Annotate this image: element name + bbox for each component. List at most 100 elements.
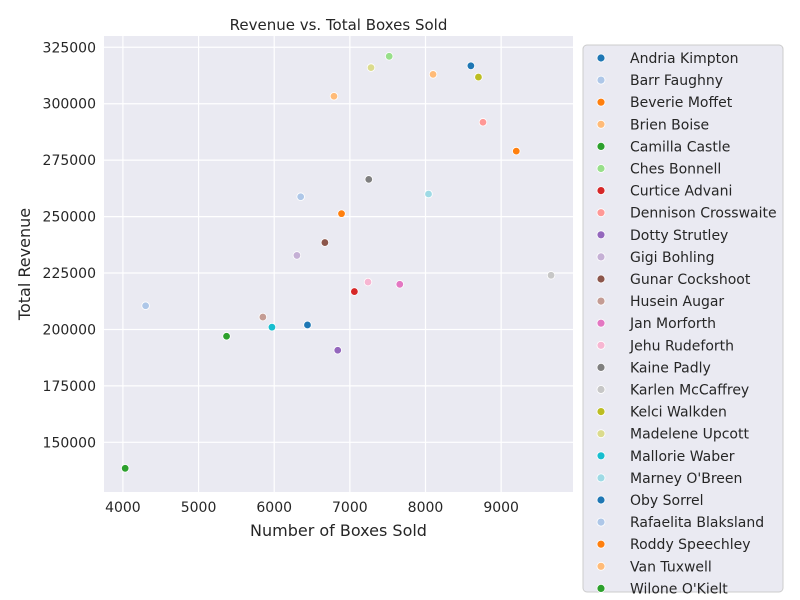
data-point: [333, 346, 342, 355]
legend-marker: [596, 584, 606, 593]
data-point: [478, 118, 488, 127]
legend-label: Curtice Advani: [630, 184, 732, 200]
data-point: [296, 192, 305, 201]
y-tick-label: 325000: [43, 40, 96, 56]
y-tick-label: 150000: [43, 435, 96, 451]
data-point: [329, 92, 339, 101]
legend-label: Ches Bonnell: [630, 162, 721, 178]
legend-label: Kelci Walkden: [630, 405, 727, 421]
legend-label: Kaine Padly: [630, 360, 711, 376]
y-tick-labels: 150000 175000 200000 225000 250000 275000 3000…: [43, 40, 96, 451]
legend-marker: [596, 186, 606, 196]
legend-marker: [596, 252, 606, 262]
legend-marker: [596, 539, 606, 549]
legend-label: Andria Kimpton: [630, 51, 739, 67]
data-point: [424, 189, 433, 199]
legend-label: Roddy Speechley: [630, 537, 751, 553]
legend-label: Marney O'Breen: [630, 471, 742, 487]
legend-label: Barr Faughny: [630, 73, 723, 89]
legend-marker: [596, 97, 606, 107]
data-point: [141, 301, 150, 310]
legend-items: Andria Kimpton Barr Faughny Beverie Moffet…: [596, 51, 777, 597]
legend-label: Dennison Crosswaite: [630, 206, 777, 222]
x-axis-title: Number of Boxes Sold: [250, 521, 427, 540]
legend-label: Camilla Castle: [630, 139, 730, 155]
legend: Andria Kimpton Barr Faughny Beverie Moffet…: [582, 44, 784, 597]
legend-box: [582, 44, 784, 593]
legend-marker: [596, 385, 606, 394]
legend-marker: [596, 473, 606, 483]
data-points: [120, 52, 556, 473]
y-tick-label: 200000: [43, 322, 96, 338]
data-point: [120, 464, 130, 473]
legend-label: Wilone O'Kielt: [630, 581, 728, 597]
data-point: [512, 146, 521, 156]
legend-marker: [596, 230, 606, 240]
plot-area: [104, 36, 573, 492]
y-tick-label: 225000: [43, 266, 96, 282]
data-point: [428, 70, 438, 79]
legend-marker: [596, 517, 606, 527]
data-point: [292, 251, 302, 260]
legend-marker: [596, 495, 606, 505]
legend-label: Mallorie Waber: [630, 449, 735, 465]
x-tick-label: 6000: [256, 500, 292, 516]
legend-label: Brien Boise: [630, 117, 709, 133]
legend-label: Husein Augar: [630, 294, 724, 310]
legend-marker: [596, 362, 606, 372]
legend-label: Jan Morforth: [629, 316, 716, 332]
legend-marker: [596, 407, 606, 417]
x-tick-label: 5000: [181, 500, 217, 516]
legend-label: Gunar Cockshoot: [630, 272, 751, 288]
data-point: [337, 209, 346, 218]
legend-label: Beverie Moffet: [630, 95, 733, 111]
data-point: [303, 320, 312, 330]
data-point: [267, 323, 277, 332]
data-point: [364, 175, 373, 184]
y-tick-label: 300000: [43, 97, 96, 113]
data-point: [384, 52, 394, 61]
data-point: [350, 287, 359, 296]
legend-label: Dotty Strutley: [630, 228, 728, 244]
data-point: [258, 312, 268, 322]
legend-marker: [596, 208, 606, 218]
legend-marker: [596, 451, 606, 461]
legend-marker: [596, 340, 606, 350]
x-tick-label: 9000: [483, 500, 519, 516]
legend-label: Rafaelita Blaksland: [630, 515, 764, 531]
y-tick-label: 275000: [43, 153, 96, 169]
data-point: [363, 277, 373, 287]
data-point: [466, 61, 476, 70]
legend-label: Van Tuxwell: [630, 559, 712, 575]
legend-label: Oby Sorrel: [630, 493, 704, 509]
data-point: [395, 280, 404, 289]
legend-marker: [596, 561, 606, 571]
x-tick-label: 4000: [105, 500, 141, 516]
legend-label: Madelene Upcott: [630, 427, 749, 443]
legend-label: Gigi Bohling: [630, 250, 715, 266]
chart-title: Revenue vs. Total Boxes Sold: [230, 16, 448, 34]
legend-marker: [596, 164, 606, 173]
data-point: [222, 332, 231, 341]
legend-marker: [596, 75, 606, 85]
legend-label: Karlen McCaffrey: [630, 383, 749, 399]
x-tick-label: 8000: [408, 500, 444, 516]
legend-label: Jehu Rudeforth: [629, 338, 734, 354]
y-tick-label: 175000: [43, 379, 96, 395]
legend-marker: [596, 119, 606, 129]
legend-marker: [596, 296, 606, 306]
y-tick-label: 250000: [43, 210, 96, 226]
x-tick-label: 7000: [332, 500, 368, 516]
data-point: [474, 72, 483, 82]
legend-marker: [596, 53, 606, 63]
legend-marker: [596, 318, 606, 328]
legend-marker: [596, 141, 606, 151]
data-point: [366, 63, 376, 72]
legend-marker: [596, 274, 606, 284]
data-point: [546, 271, 556, 280]
x-tick-labels: 4000 5000 6000 7000 8000 9000: [105, 500, 519, 516]
grid-lines: [104, 36, 573, 492]
data-point: [320, 238, 330, 247]
y-axis-title: Total Revenue: [15, 208, 34, 321]
